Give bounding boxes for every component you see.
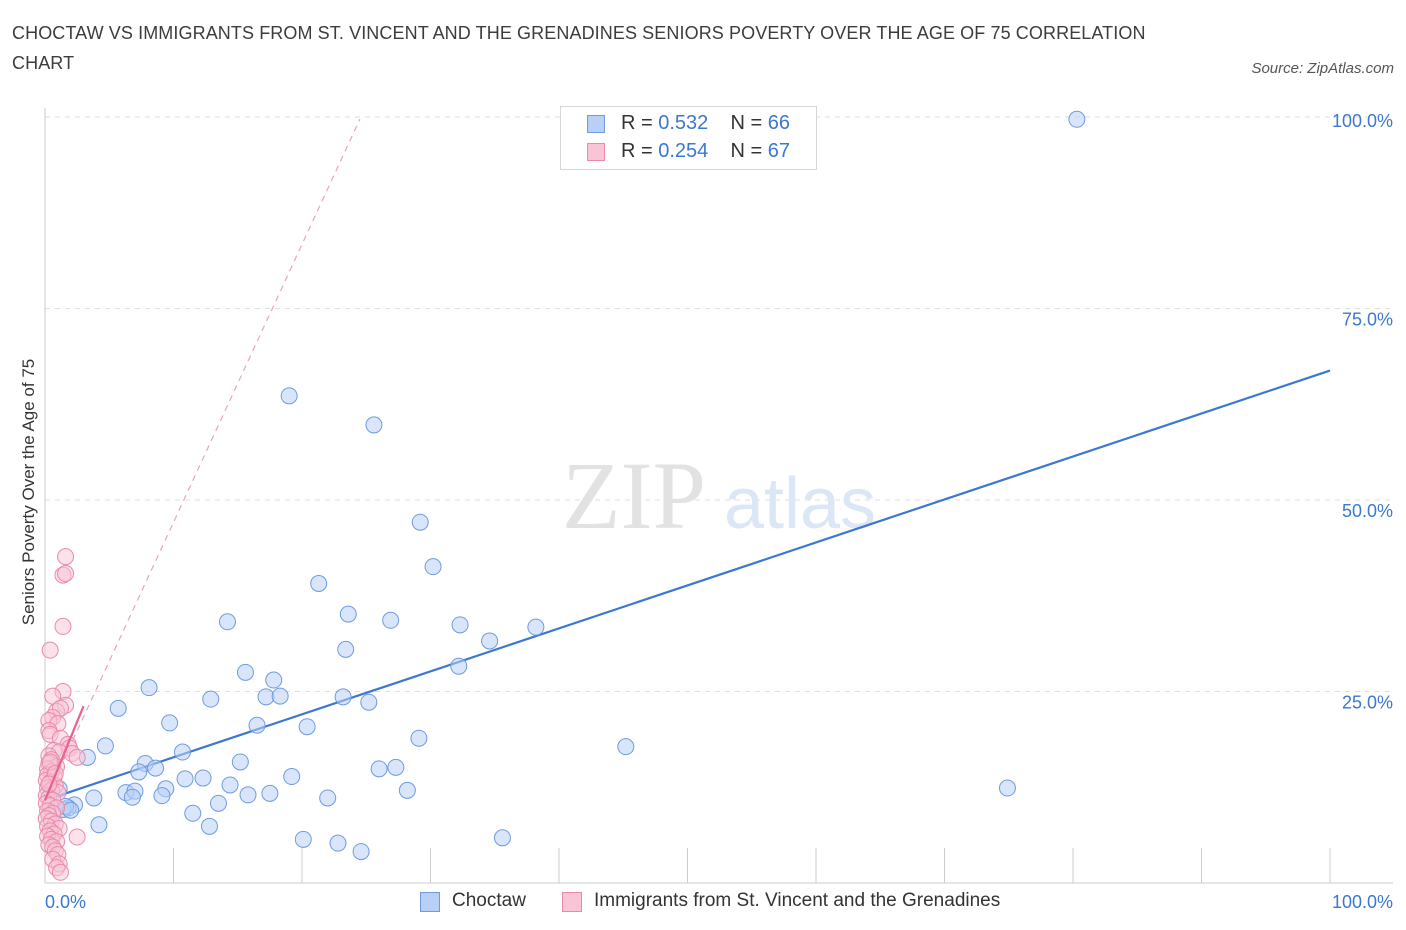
legend-r-value: 0.254 (658, 140, 709, 162)
source-label: Source: ZipAtlas.com (1251, 60, 1394, 77)
data-points (37, 110, 1086, 881)
point-choctaw (194, 769, 212, 787)
point-choctaw (202, 690, 220, 708)
y-tick-label: 75.0% (1342, 310, 1393, 330)
series-swatch-pink (562, 892, 582, 912)
legend-r-value: 0.532 (658, 112, 709, 134)
point-choctaw (339, 605, 357, 623)
y-tick-label: 25.0% (1342, 693, 1393, 713)
x-tick-label: 0.0% (45, 892, 86, 912)
point-choctaw (62, 801, 80, 819)
legend-n-value: 67 (767, 140, 791, 162)
point-choctaw (173, 743, 191, 761)
watermark: ZIP atlas (562, 442, 876, 549)
point-choctaw (130, 763, 148, 781)
point-choctaw (218, 613, 236, 631)
point-choctaw (329, 834, 347, 852)
point-choctaw (109, 699, 127, 717)
legend-n-label: N = (730, 140, 763, 162)
point-choctaw (451, 616, 469, 634)
y-tick-label: 100.0% (1332, 111, 1393, 131)
point-choctaw (370, 760, 388, 778)
point-choctaw (96, 737, 114, 755)
point-immigrants (57, 565, 75, 583)
correlation-legend: R = 0.532 N = 66 R = 0.254 N = 67 (560, 106, 817, 170)
gridlines (45, 116, 1393, 692)
point-choctaw (382, 611, 400, 629)
y-axis-label: Seniors Poverty Over the Age of 75 (19, 359, 38, 625)
point-choctaw (294, 830, 312, 848)
point-choctaw (271, 687, 289, 705)
trendline-immigrants-extended (44, 119, 361, 801)
point-choctaw (209, 794, 227, 812)
point-choctaw (90, 816, 108, 834)
point-choctaw (239, 786, 257, 804)
point-choctaw (257, 688, 275, 706)
point-immigrants (54, 617, 72, 635)
point-choctaw (176, 770, 194, 788)
point-choctaw (360, 693, 378, 711)
point-choctaw (352, 843, 370, 861)
x-tick-label: 100.0% (1332, 892, 1393, 912)
point-choctaw (319, 789, 337, 807)
point-choctaw (617, 738, 635, 756)
point-choctaw (298, 718, 316, 736)
point-choctaw (998, 779, 1016, 797)
legend-swatch-blue (587, 115, 605, 133)
point-choctaw (140, 679, 158, 697)
point-choctaw (280, 387, 298, 405)
point-choctaw (85, 789, 103, 807)
legend-r-label: R = (621, 112, 653, 134)
point-choctaw (527, 618, 545, 636)
y-tick-label: 50.0% (1342, 501, 1393, 521)
legend-r-label: R = (621, 140, 653, 162)
tick-labels: 25.0% 50.0% 75.0% 100.0% 0.0% 100.0% (45, 111, 1393, 912)
point-choctaw (231, 753, 249, 771)
trendline-choctaw (44, 369, 1331, 802)
watermark-atlas: atlas (724, 464, 876, 544)
point-choctaw (411, 513, 429, 531)
point-immigrants (68, 748, 86, 766)
point-choctaw (184, 804, 202, 822)
point-choctaw (310, 574, 328, 592)
point-choctaw (1068, 110, 1086, 128)
point-choctaw (410, 729, 428, 747)
point-choctaw (450, 657, 468, 675)
point-choctaw (337, 640, 355, 658)
watermark-zip: ZIP (562, 442, 706, 549)
point-immigrants (68, 828, 86, 846)
legend-n-value: 66 (767, 112, 791, 134)
point-choctaw (161, 714, 179, 732)
trendline-immigrants (43, 705, 85, 801)
point-choctaw (334, 688, 352, 706)
point-immigrants (57, 548, 75, 566)
series-swatch-blue (420, 892, 440, 912)
point-choctaw (398, 781, 416, 799)
point-choctaw (365, 416, 383, 434)
point-choctaw (200, 817, 218, 835)
point-immigrants (41, 641, 59, 659)
series-legend-label: Immigrants from St. Vincent and the Gren… (594, 890, 1001, 911)
point-choctaw (221, 776, 239, 794)
point-choctaw (424, 558, 442, 576)
point-choctaw (147, 759, 165, 777)
point-choctaw (493, 829, 511, 847)
legend-swatch-pink (587, 143, 605, 161)
point-choctaw (481, 632, 499, 650)
point-immigrants (51, 863, 69, 881)
point-choctaw (153, 787, 171, 805)
point-choctaw (123, 788, 141, 806)
point-choctaw (387, 758, 405, 776)
point-choctaw (248, 716, 266, 734)
legend-n-label: N = (730, 112, 763, 134)
point-choctaw (283, 768, 301, 786)
chart-title: CHOCTAW VS IMMIGRANTS FROM ST. VINCENT A… (12, 23, 1146, 73)
series-legend: Choctaw Immigrants from St. Vincent and … (0, 890, 1406, 916)
point-choctaw (236, 663, 254, 681)
point-choctaw (265, 671, 283, 689)
series-legend-label: Choctaw (452, 890, 526, 911)
point-choctaw (261, 784, 279, 802)
